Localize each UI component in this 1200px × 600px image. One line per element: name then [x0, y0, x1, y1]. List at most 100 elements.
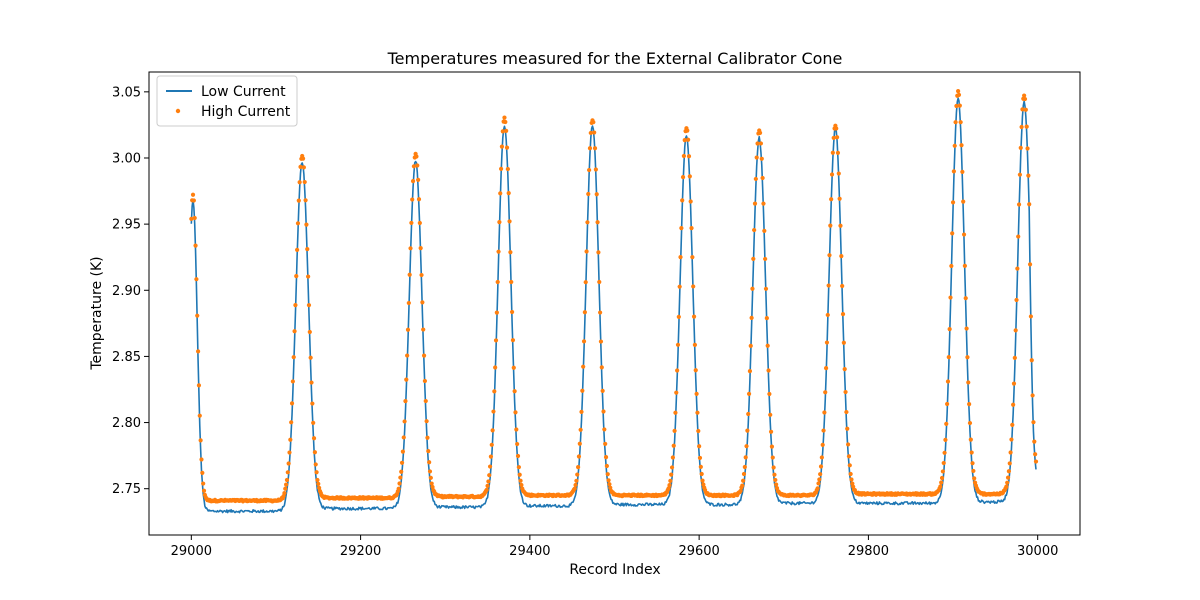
high-current-point	[489, 442, 494, 447]
high-current-point	[201, 481, 206, 486]
high-current-point	[829, 172, 835, 177]
high-current-point	[1010, 422, 1015, 427]
y-tick-label: 3.00	[112, 151, 141, 166]
high-current-point	[581, 339, 587, 344]
high-current-point	[819, 455, 824, 460]
high-current-point	[740, 483, 745, 488]
high-current-point	[738, 488, 743, 494]
high-current-point	[674, 390, 679, 395]
high-current-point	[509, 309, 515, 315]
high-current-point	[287, 450, 292, 455]
high-current-point	[1026, 173, 1031, 178]
high-current-point	[766, 368, 771, 373]
high-current-point	[1032, 439, 1037, 444]
high-current-point	[956, 92, 962, 97]
high-current-point	[580, 388, 585, 393]
high-current-point	[573, 482, 578, 488]
high-current-point	[607, 482, 612, 487]
high-current-point	[677, 284, 682, 289]
high-current-point	[504, 145, 510, 150]
high-current-point	[676, 314, 681, 320]
high-current-point	[505, 166, 510, 172]
high-current-point	[416, 177, 421, 183]
y-tick-label: 2.85	[112, 350, 141, 365]
high-current-point	[1022, 96, 1028, 102]
high-current-point	[493, 365, 498, 370]
high-current-point	[289, 401, 295, 406]
high-current-point	[966, 380, 971, 385]
high-current-point	[490, 428, 495, 433]
high-current-point	[290, 379, 295, 384]
high-current-point	[771, 465, 776, 470]
high-current-point	[409, 220, 414, 226]
high-current-point	[952, 143, 957, 148]
legend-box	[156, 75, 298, 127]
high-current-point	[1024, 124, 1029, 129]
high-current-point	[769, 444, 775, 449]
high-current-point	[512, 389, 517, 394]
high-current-point	[284, 482, 289, 487]
x-tick-label: 29000	[171, 544, 212, 559]
high-current-point	[970, 461, 975, 466]
high-current-point	[1025, 146, 1030, 151]
x-tick-label: 29600	[678, 544, 719, 559]
high-current-point	[1033, 452, 1038, 457]
high-current-point	[1023, 107, 1028, 112]
high-current-point	[509, 279, 514, 285]
high-current-point	[422, 378, 428, 384]
high-current-point	[488, 454, 494, 459]
high-current-point	[757, 130, 763, 136]
high-current-point	[958, 120, 963, 125]
high-current-point	[818, 464, 824, 469]
high-current-point	[201, 488, 207, 493]
high-current-point	[311, 420, 316, 425]
high-current-point	[672, 428, 677, 433]
high-current-point	[304, 222, 309, 227]
high-current-point	[300, 156, 306, 161]
high-current-point	[284, 477, 290, 483]
high-current-point	[846, 454, 852, 459]
high-current-point	[189, 216, 194, 221]
high-current-point	[492, 389, 497, 394]
high-current-point	[429, 481, 434, 486]
high-current-point	[940, 469, 945, 474]
high-current-point	[961, 199, 966, 204]
high-current-point	[945, 379, 951, 384]
high-current-point	[950, 231, 955, 236]
high-current-point	[743, 455, 748, 460]
high-current-point	[959, 143, 964, 148]
high-current-point	[288, 437, 293, 442]
high-current-point	[289, 420, 294, 425]
high-current-point	[969, 450, 974, 455]
high-current-point	[584, 249, 589, 254]
high-current-point	[585, 220, 590, 225]
high-current-point	[755, 141, 760, 146]
high-current-point	[691, 284, 696, 289]
high-current-point	[600, 388, 605, 394]
series-low-current-line	[190, 97, 1037, 514]
high-current-point	[504, 128, 509, 133]
high-current-point	[511, 365, 516, 370]
high-current-point	[1011, 402, 1016, 407]
high-current-point	[960, 169, 965, 174]
high-current-point	[815, 486, 820, 491]
high-current-point	[294, 274, 299, 279]
high-current-point	[596, 250, 601, 255]
high-current-point	[579, 409, 584, 414]
high-current-point	[577, 441, 582, 446]
high-current-point	[680, 198, 685, 203]
high-current-point	[297, 180, 302, 185]
high-current-point	[686, 137, 691, 142]
high-current-point	[837, 196, 842, 201]
high-current-point	[597, 279, 602, 285]
high-current-point	[818, 472, 823, 477]
high-current-point	[316, 481, 321, 486]
high-current-point	[961, 232, 967, 237]
high-current-point	[410, 179, 416, 184]
high-current-point	[817, 477, 822, 482]
high-current-point	[599, 365, 604, 370]
high-current-point	[950, 200, 956, 205]
high-current-point	[502, 115, 507, 120]
high-current-point	[419, 272, 424, 278]
high-current-point	[491, 409, 496, 414]
